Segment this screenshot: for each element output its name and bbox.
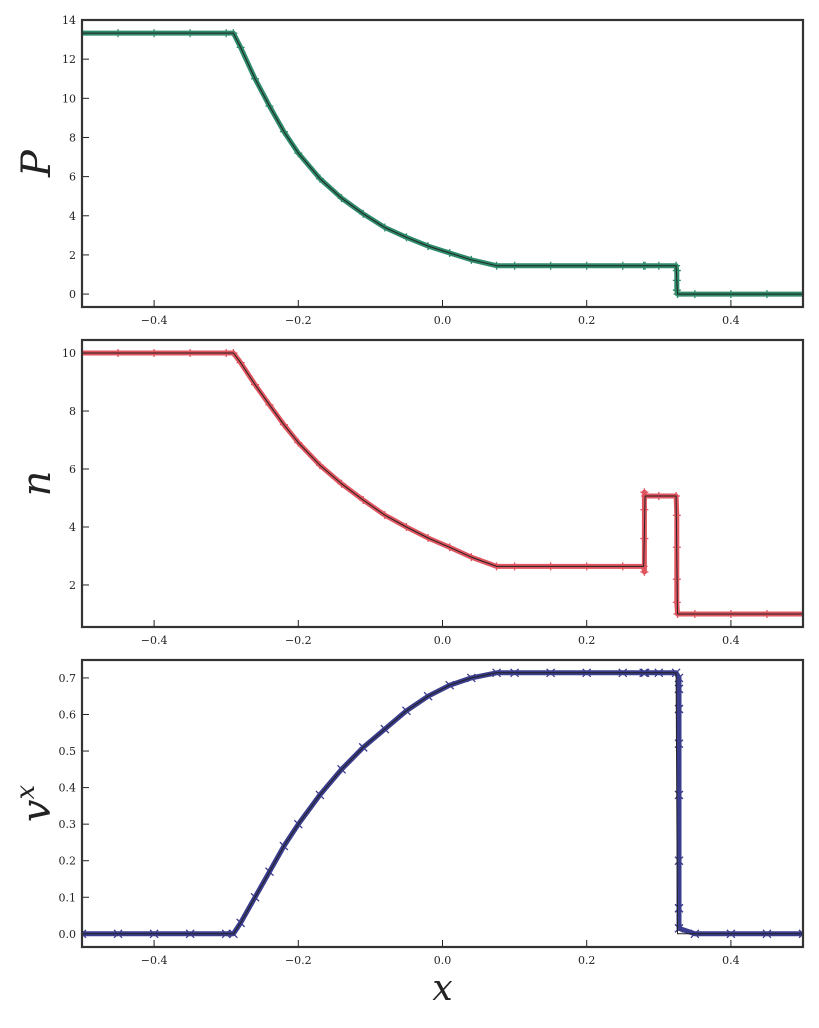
marker bbox=[640, 567, 649, 576]
frame bbox=[80, 338, 805, 629]
series-line bbox=[82, 32, 803, 295]
y-axis-label: vx bbox=[11, 785, 60, 823]
y-axis-label-text: v bbox=[14, 799, 60, 822]
series-line bbox=[82, 670, 803, 937]
subplot: −0.4 −0.2 0.0 0.2 0.4 0.0 0.1 0.2 0.3 0.4 0.5 0.6 0.… bbox=[11, 658, 805, 1009]
y-tick-label: 10 bbox=[62, 347, 76, 360]
x-tick-label: 0.4 bbox=[722, 954, 740, 967]
y-tick-label: 12 bbox=[62, 53, 76, 66]
frame bbox=[80, 18, 805, 309]
y-tick-label: 0.0 bbox=[59, 928, 77, 941]
y-axis-label-text: n bbox=[14, 471, 60, 497]
x-tick-label: 0.2 bbox=[578, 314, 596, 327]
x-tick-label: −0.4 bbox=[141, 634, 168, 647]
x-tick-label: 0.2 bbox=[578, 954, 596, 967]
y-axis-label-text: P bbox=[14, 149, 60, 178]
y-axis-label: n bbox=[14, 471, 60, 497]
x-tick-label: 0.4 bbox=[722, 634, 740, 647]
subplot: −0.4 −0.2 0.0 0.2 0.4 0 2 4 6 8 10 12 14 P bbox=[14, 14, 805, 327]
subplot: −0.4 −0.2 0.0 0.2 0.4 2 4 6 8 10 n bbox=[14, 338, 805, 647]
series-line bbox=[82, 350, 803, 617]
y-tick-label: 6 bbox=[69, 171, 76, 184]
series-line bbox=[82, 352, 803, 615]
marker bbox=[798, 929, 803, 939]
x-tick-label: −0.2 bbox=[285, 954, 312, 967]
plot-area bbox=[82, 29, 803, 299]
plot-area bbox=[82, 349, 803, 618]
x-tick-label: −0.2 bbox=[285, 634, 312, 647]
y-tick-label: 0.1 bbox=[59, 891, 77, 904]
x-tick-label: −0.4 bbox=[141, 314, 168, 327]
y-tick-label: 14 bbox=[62, 14, 76, 27]
marker bbox=[672, 598, 681, 607]
y-tick-label: 0.6 bbox=[59, 708, 77, 721]
y-axis-label-sup: x bbox=[11, 785, 41, 800]
x-tick-label: 0.0 bbox=[434, 314, 452, 327]
marker bbox=[82, 929, 87, 939]
marker bbox=[674, 923, 684, 933]
frame bbox=[80, 658, 805, 949]
y-tick-label: 0 bbox=[69, 288, 76, 301]
y-tick-label: 6 bbox=[69, 463, 76, 476]
y-tick-label: 0.7 bbox=[59, 672, 77, 685]
x-axis-label: x bbox=[432, 968, 452, 1009]
series-line bbox=[82, 30, 803, 297]
y-tick-label: 4 bbox=[69, 521, 76, 534]
y-tick-label: 0.5 bbox=[59, 745, 77, 758]
y-axis-label: P bbox=[14, 149, 60, 178]
y-tick-label: 0.2 bbox=[59, 855, 77, 868]
y-tick-label: 0.3 bbox=[59, 818, 77, 831]
marker bbox=[640, 488, 649, 497]
y-tick-label: 8 bbox=[69, 405, 76, 418]
x-tick-label: 0.4 bbox=[722, 314, 740, 327]
y-tick-label: 2 bbox=[69, 579, 76, 592]
series-line bbox=[82, 672, 803, 935]
marker bbox=[674, 903, 684, 913]
y-tick-label: 0.4 bbox=[59, 782, 77, 795]
x-tick-label: −0.2 bbox=[285, 314, 312, 327]
plot-area bbox=[82, 668, 803, 939]
marker bbox=[674, 856, 684, 866]
x-tick-label: −0.4 bbox=[141, 954, 168, 967]
y-tick-label: 8 bbox=[69, 131, 76, 144]
y-tick-label: 4 bbox=[69, 210, 76, 223]
x-tick-label: 0.0 bbox=[434, 634, 452, 647]
x-tick-label: 0.2 bbox=[578, 634, 596, 647]
y-tick-label: 2 bbox=[69, 249, 76, 262]
x-tick-label: 0.0 bbox=[434, 954, 452, 967]
y-tick-label: 10 bbox=[62, 92, 76, 105]
